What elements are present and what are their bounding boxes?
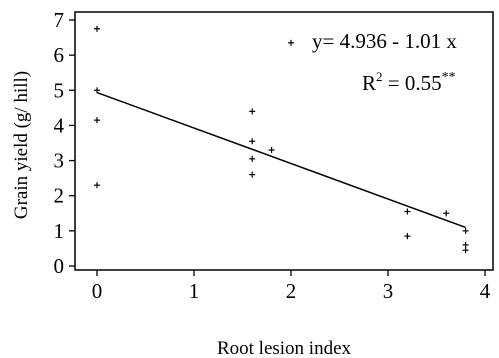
x-axis-title: Root lesion index xyxy=(217,338,352,358)
y-tick-label: 2 xyxy=(54,184,65,208)
data-point xyxy=(462,227,469,234)
data-point xyxy=(462,241,469,248)
data-point xyxy=(249,138,256,145)
r-squared-annotation: R2 = 0.55** xyxy=(362,69,456,95)
y-tick-label: 3 xyxy=(54,149,65,173)
x-axis: 0 1 2 3 4 xyxy=(92,270,491,303)
x-tick-label: 2 xyxy=(286,279,297,303)
data-point xyxy=(462,247,469,254)
y-tick-label: 7 xyxy=(54,8,65,32)
data-point xyxy=(404,208,411,215)
data-point xyxy=(249,171,256,178)
y-axis-title: Grain yield (g/ hill) xyxy=(11,71,32,219)
regression-equation: y= 4.936 - 1.01 x xyxy=(312,29,457,53)
regression-line-group xyxy=(96,91,466,229)
y-tick-label: 6 xyxy=(54,43,65,67)
x-tick-label: 0 xyxy=(92,279,103,303)
y-tick-label: 4 xyxy=(54,113,65,137)
r2-value: = 0.55 xyxy=(383,71,442,95)
data-point xyxy=(443,210,450,217)
x-tick-label: 4 xyxy=(480,279,491,303)
x-tick-label: 3 xyxy=(383,279,394,303)
data-point xyxy=(94,182,100,189)
data-point xyxy=(94,117,100,124)
data-point xyxy=(288,39,294,46)
x-tick-label: 1 xyxy=(189,279,200,303)
y-axis: 0 1 2 3 4 5 6 7 xyxy=(54,8,75,278)
data-point xyxy=(94,87,100,94)
data-points xyxy=(94,25,469,254)
y-tick-label: 1 xyxy=(54,219,65,243)
r2-letter: R xyxy=(362,71,376,95)
data-point xyxy=(249,108,256,115)
y-tick-label: 0 xyxy=(54,254,65,278)
data-point xyxy=(404,233,411,240)
significance-marker: ** xyxy=(442,70,456,85)
plot-frame xyxy=(74,11,494,271)
data-point xyxy=(94,25,100,32)
data-point xyxy=(249,155,256,162)
r2-superscript: 2 xyxy=(376,69,383,84)
y-tick-label: 5 xyxy=(54,78,65,102)
regression-line xyxy=(96,91,466,229)
data-point xyxy=(268,147,275,154)
